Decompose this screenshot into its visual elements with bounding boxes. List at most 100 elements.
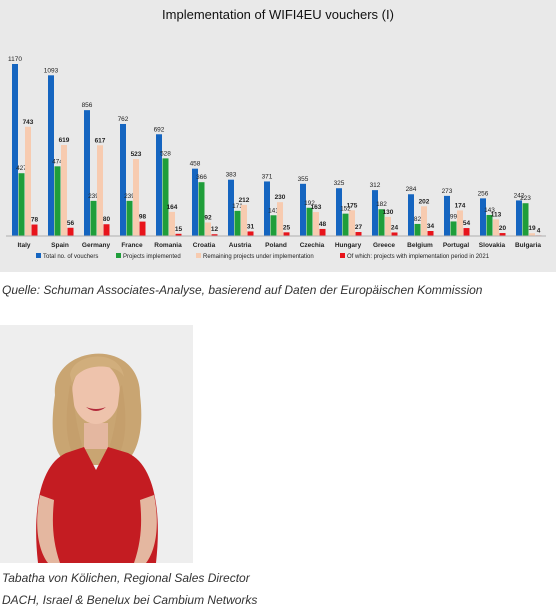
bar-italy-remaining-projects-under-implementation (25, 126, 31, 236)
x-tick-label-slovakia: Slovakia (479, 242, 506, 249)
data-label-portugal-remaining-projects-under-implementation: 174 (455, 202, 466, 209)
x-tick-label-germany: Germany (82, 242, 111, 249)
data-label-italy-projects-implemented: 427 (16, 165, 27, 172)
x-tick-label-spain: Spain (51, 242, 69, 249)
bar-croatia-total-no-of-vouchers (192, 168, 198, 236)
bar-germany-projects-implemented (90, 200, 97, 236)
data-label-france-total-no-of-vouchers: 762 (118, 116, 129, 123)
bar-belgium-remaining-projects-under-implementation (421, 206, 427, 236)
bar-italy-total-no-of-vouchers (12, 64, 18, 236)
data-label-belgium-projects-implemented: 82 (414, 216, 422, 223)
x-tick-label-bulgaria: Bulgaria (515, 242, 541, 249)
bar-slovakia-total-no-of-vouchers (480, 198, 486, 236)
x-tick-label-belgium: Belgium (407, 242, 433, 249)
bar-france-projects-implemented (126, 200, 133, 236)
data-label-greece-projects-implemented: 182 (376, 201, 387, 208)
person-name-title: Tabatha von Kölichen, Regional Sales Dir… (2, 571, 250, 585)
bar-germany-remaining-projects-under-implementation (97, 145, 103, 236)
data-label-italy-of-which-projects-with-implementation-period-in-2021: 78 (31, 217, 39, 224)
data-label-belgium-of-which-projects-with-implementation-period-in-2021: 34 (427, 223, 435, 230)
data-label-czechia-remaining-projects-under-implementation: 163 (311, 204, 322, 211)
bar-slovakia-projects-implemented (486, 214, 493, 236)
bar-portugal-remaining-projects-under-implementation (457, 210, 463, 236)
data-label-croatia-total-no-of-vouchers: 458 (190, 161, 201, 168)
plot-area: 117042774378Italy109347461956Spain856239… (8, 56, 542, 249)
bar-austria-projects-implemented (234, 210, 241, 236)
x-tick-label-italy: Italy (17, 242, 30, 249)
data-label-belgium-total-no-of-vouchers: 284 (406, 186, 417, 193)
legend-label-projects-implemented: Projects implemented (123, 254, 181, 260)
data-label-slovakia-projects-implemented: 143 (484, 207, 495, 214)
bar-czechia-of-which-projects-with-implementation-period-in-2021 (319, 228, 326, 236)
bar-croatia-of-which-projects-with-implementation-period-in-2021 (211, 234, 218, 236)
data-label-greece-remaining-projects-under-implementation: 130 (383, 209, 394, 216)
bar-poland-projects-implemented (270, 215, 277, 236)
bar-belgium-of-which-projects-with-implementation-period-in-2021 (427, 231, 434, 236)
portrait-photo (0, 325, 193, 563)
bar-greece-remaining-projects-under-implementation (385, 216, 391, 236)
bar-spain-projects-implemented (54, 166, 61, 236)
bar-romania-projects-implemented (162, 158, 169, 236)
bar-bulgaria-total-no-of-vouchers (516, 200, 522, 236)
data-label-bulgaria-projects-implemented: 223 (520, 195, 531, 202)
bar-greece-of-which-projects-with-implementation-period-in-2021 (391, 232, 398, 236)
legend-swatch-of-which-projects-with-implementation-period-in-2021 (340, 253, 345, 258)
bar-portugal-projects-implemented (450, 221, 457, 236)
x-tick-label-czechia: Czechia (300, 242, 325, 249)
bar-france-total-no-of-vouchers (120, 123, 126, 236)
bar-belgium-total-no-of-vouchers (408, 194, 414, 236)
bar-czechia-total-no-of-vouchers (300, 183, 306, 236)
data-label-belgium-remaining-projects-under-implementation: 202 (419, 198, 430, 205)
data-label-germany-total-no-of-vouchers: 856 (82, 102, 93, 109)
bar-italy-projects-implemented (18, 173, 25, 236)
data-label-poland-projects-implemented: 141 (268, 207, 279, 214)
legend: Total no. of vouchers Projects implemente… (36, 253, 490, 260)
data-label-romania-total-no-of-vouchers: 692 (154, 126, 165, 133)
data-label-poland-remaining-projects-under-implementation: 230 (275, 194, 286, 201)
data-label-czechia-projects-implemented: 192 (304, 200, 315, 207)
person-company: DACH, Israel & Benelux bei Cambium Netwo… (2, 593, 258, 607)
data-label-romania-remaining-projects-under-implementation: 164 (167, 204, 178, 211)
data-label-spain-total-no-of-vouchers: 1093 (44, 67, 59, 74)
x-tick-label-poland: Poland (265, 242, 287, 249)
bar-poland-remaining-projects-under-implementation (277, 202, 283, 236)
bar-poland-total-no-of-vouchers (264, 181, 270, 236)
data-label-france-projects-implemented: 239 (124, 193, 135, 200)
bar-slovakia-remaining-projects-under-implementation (493, 219, 499, 236)
data-label-france-remaining-projects-under-implementation: 523 (131, 151, 142, 158)
data-label-croatia-remaining-projects-under-implementation: 92 (204, 214, 212, 221)
legend-swatch-projects-implemented (116, 253, 121, 258)
data-label-italy-remaining-projects-under-implementation: 743 (23, 119, 34, 126)
data-label-germany-remaining-projects-under-implementation: 617 (95, 137, 106, 144)
data-label-slovakia-of-which-projects-with-implementation-period-in-2021: 20 (499, 225, 507, 232)
data-label-spain-of-which-projects-with-implementation-period-in-2021: 56 (67, 220, 75, 227)
bar-chart: Implementation of WIFI4EU vouchers (I) 1… (6, 7, 546, 260)
data-label-portugal-of-which-projects-with-implementation-period-in-2021: 54 (463, 220, 471, 227)
x-tick-label-hungary: Hungary (335, 242, 362, 249)
bar-germany-of-which-projects-with-implementation-period-in-2021 (103, 224, 110, 236)
data-label-greece-of-which-projects-with-implementation-period-in-2021: 24 (391, 224, 399, 231)
data-label-germany-projects-implemented: 239 (88, 193, 99, 200)
bar-croatia-remaining-projects-under-implementation (205, 222, 211, 236)
data-label-poland-of-which-projects-with-implementation-period-in-2021: 25 (283, 224, 291, 231)
data-label-italy-total-no-of-vouchers: 1170 (8, 56, 22, 63)
data-label-slovakia-total-no-of-vouchers: 256 (478, 190, 489, 197)
bar-hungary-of-which-projects-with-implementation-period-in-2021 (355, 232, 362, 236)
data-label-austria-total-no-of-vouchers: 383 (226, 172, 237, 179)
bar-spain-of-which-projects-with-implementation-period-in-2021 (67, 227, 74, 236)
data-label-romania-of-which-projects-with-implementation-period-in-2021: 15 (175, 226, 183, 233)
bar-romania-of-which-projects-with-implementation-period-in-2021 (175, 233, 182, 236)
data-label-austria-projects-implemented: 171 (232, 203, 243, 210)
bar-austria-of-which-projects-with-implementation-period-in-2021 (247, 231, 254, 236)
data-label-hungary-projects-implemented: 152 (340, 206, 351, 213)
data-label-bulgaria-of-which-projects-with-implementation-period-in-2021: 4 (537, 227, 541, 234)
bar-czechia-projects-implemented (306, 207, 313, 236)
data-label-croatia-projects-implemented: 366 (196, 174, 207, 181)
legend-label-total-no-of-vouchers: Total no. of vouchers (43, 254, 98, 260)
legend-swatch-total-no-of-vouchers (36, 253, 41, 258)
bar-romania-total-no-of-vouchers (156, 134, 162, 236)
data-label-austria-of-which-projects-with-implementation-period-in-2021: 31 (247, 223, 255, 230)
bar-bulgaria-projects-implemented (522, 203, 529, 236)
x-tick-label-austria: Austria (229, 242, 252, 249)
bar-italy-of-which-projects-with-implementation-period-in-2021 (31, 224, 38, 236)
